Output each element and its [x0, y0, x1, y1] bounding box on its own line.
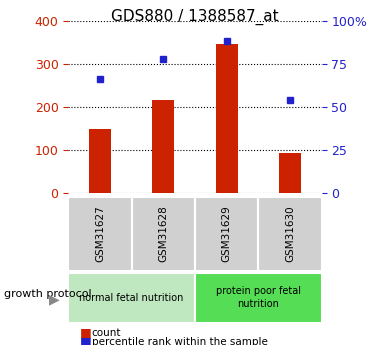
- Text: percentile rank within the sample: percentile rank within the sample: [92, 337, 268, 345]
- Text: ▶: ▶: [48, 292, 59, 306]
- FancyBboxPatch shape: [195, 273, 322, 323]
- FancyBboxPatch shape: [259, 197, 322, 271]
- Text: growth protocol: growth protocol: [4, 289, 92, 299]
- Text: GSM31629: GSM31629: [222, 205, 232, 262]
- Bar: [279, 153, 301, 193]
- FancyBboxPatch shape: [68, 273, 195, 323]
- Text: ■: ■: [80, 335, 92, 345]
- Text: GDS880 / 1388587_at: GDS880 / 1388587_at: [111, 9, 279, 25]
- FancyBboxPatch shape: [132, 197, 195, 271]
- FancyBboxPatch shape: [195, 197, 258, 271]
- Text: count: count: [92, 328, 121, 338]
- Text: protein poor fetal
nutrition: protein poor fetal nutrition: [216, 286, 301, 309]
- Bar: [216, 45, 238, 193]
- Text: GSM31627: GSM31627: [95, 205, 105, 262]
- Bar: [89, 129, 111, 193]
- Text: GSM31628: GSM31628: [158, 205, 168, 262]
- FancyBboxPatch shape: [68, 197, 132, 271]
- Bar: [152, 100, 174, 193]
- Text: GSM31630: GSM31630: [285, 205, 295, 262]
- Text: normal fetal nutrition: normal fetal nutrition: [80, 293, 184, 303]
- Text: ■: ■: [80, 326, 92, 339]
